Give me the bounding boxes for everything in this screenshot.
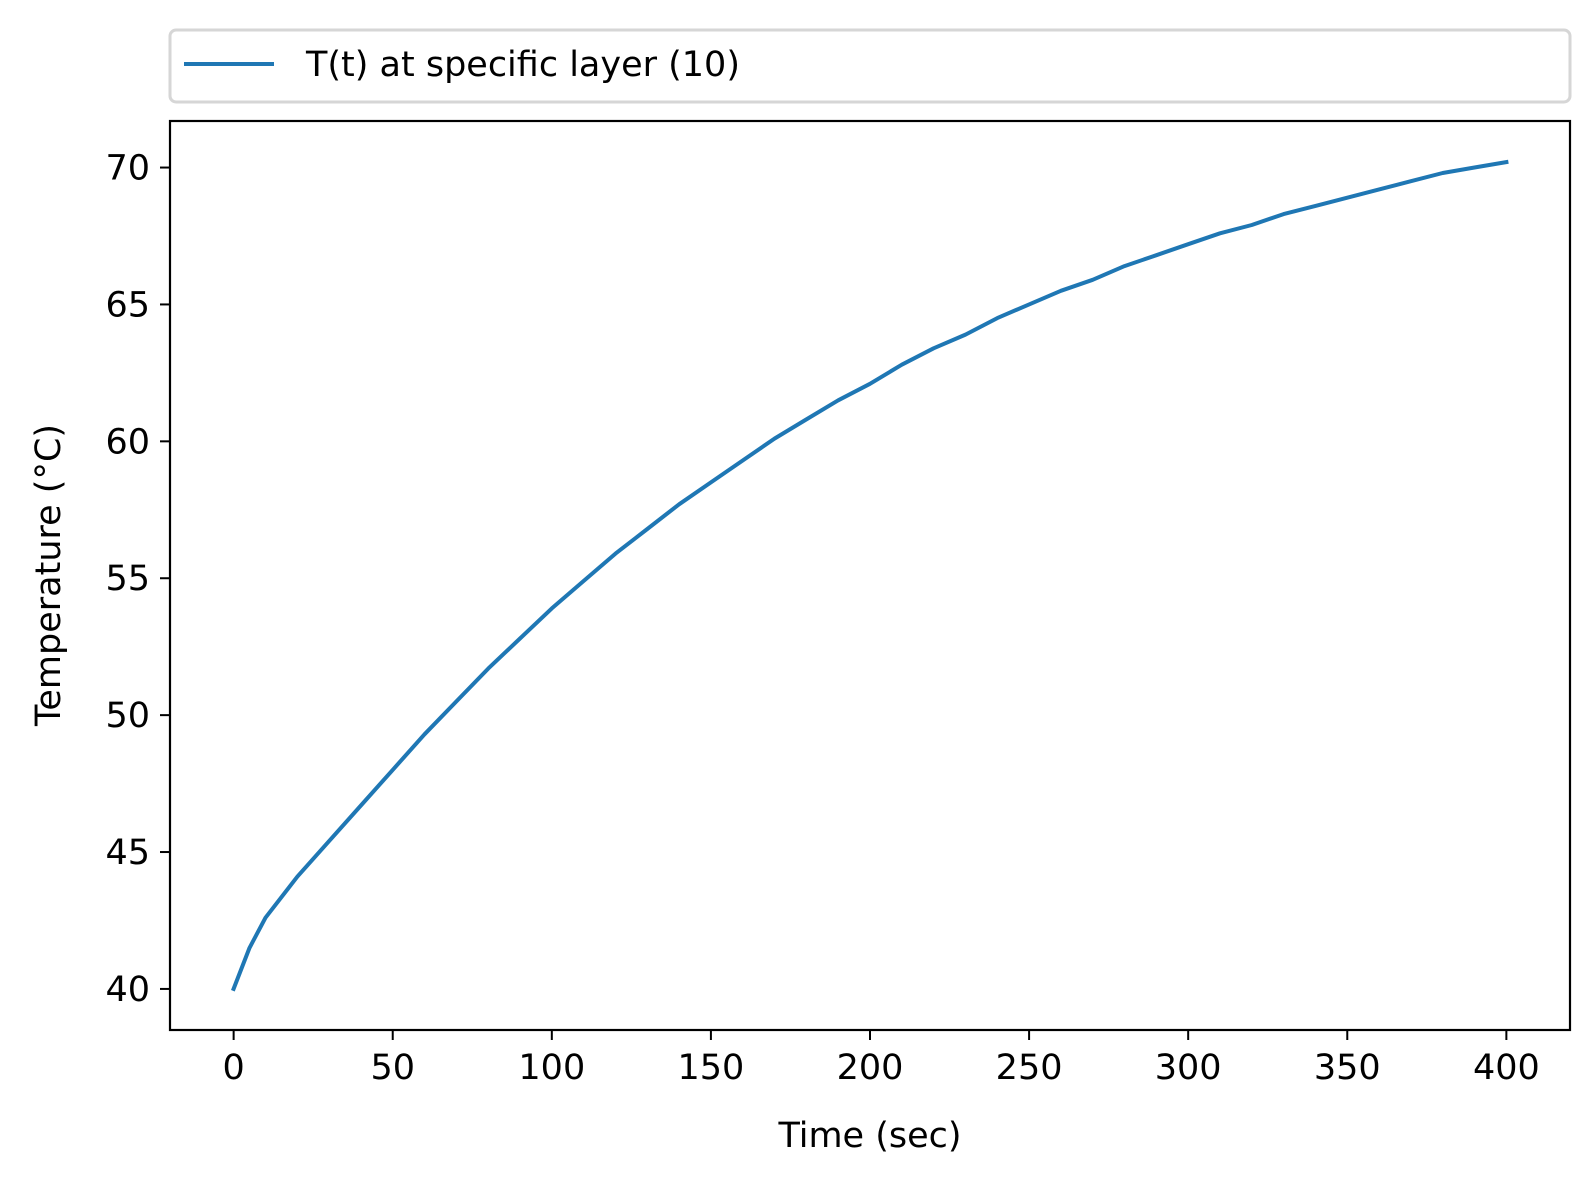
x-axis-label: Time (sec) — [777, 1116, 961, 1156]
x-tick-label: 350 — [1314, 1048, 1381, 1088]
x-tick-label: 400 — [1473, 1048, 1540, 1088]
y-tick-label: 55 — [105, 559, 150, 599]
y-tick-label: 40 — [105, 970, 150, 1010]
x-tick-label: 200 — [837, 1048, 904, 1088]
y-tick-label: 45 — [105, 833, 150, 873]
legend-label: T(t) at specific layer (10) — [305, 45, 740, 85]
y-tick-label: 50 — [105, 696, 150, 736]
y-axis-ticks: 40 45 50 55 60 65 70 — [105, 149, 170, 1010]
x-tick-label: 100 — [518, 1048, 585, 1088]
x-tick-label: 150 — [678, 1048, 745, 1088]
legend: T(t) at specific layer (10) — [168, 28, 1572, 104]
x-axis-ticks: 0 50 100 150 200 250 300 350 400 — [222, 1030, 1540, 1088]
y-axis-label: Temperature (°C) — [29, 424, 69, 727]
x-tick-label: 250 — [996, 1048, 1063, 1088]
y-tick-label: 65 — [105, 285, 150, 325]
y-tick-label: 60 — [105, 422, 150, 462]
series-line-t-layer-10 — [231, 159, 1509, 992]
x-tick-label: 0 — [222, 1048, 244, 1088]
legend-frame — [168, 28, 1572, 104]
x-tick-label: 50 — [370, 1048, 415, 1088]
x-tick-label: 300 — [1155, 1048, 1222, 1088]
y-tick-label: 70 — [105, 149, 150, 189]
